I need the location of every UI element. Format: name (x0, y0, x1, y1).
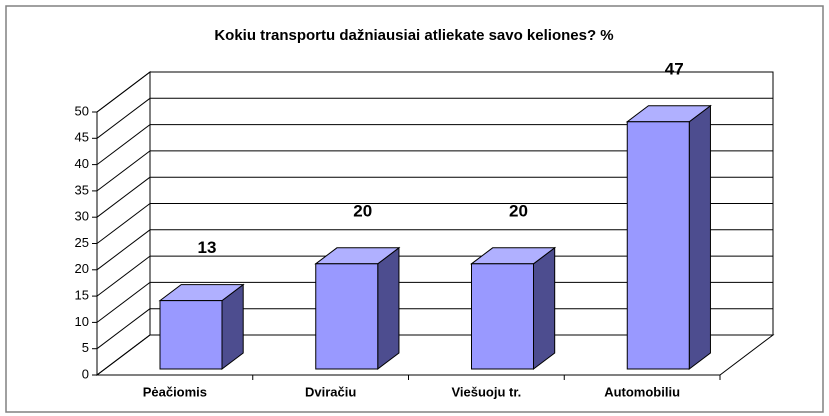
data-label: 13 (198, 238, 217, 257)
bar-side (533, 246, 556, 371)
bar-side (688, 104, 711, 371)
chart-title: Kokiu transportu dažniausiai atliekate s… (214, 27, 613, 44)
grid-line (96, 150, 151, 192)
y-tick-label: 35 (75, 182, 89, 197)
grid-line (96, 255, 151, 297)
grid-line (96, 71, 151, 113)
data-label: 47 (665, 59, 684, 78)
grid-line (96, 176, 151, 218)
y-tick-label: 5 (82, 340, 89, 355)
y-tick-label: 25 (75, 235, 89, 250)
x-tick-label: Dviračiu (305, 384, 356, 399)
data-label: 20 (509, 201, 528, 220)
data-label: 20 (353, 201, 372, 220)
grid-line (96, 124, 151, 165)
y-tick-label: 30 (75, 209, 89, 224)
bar (626, 121, 690, 370)
y-tick-label: 50 (75, 103, 89, 118)
y-tick-label: 10 (75, 314, 89, 329)
bar (471, 263, 534, 370)
grid-line (96, 308, 151, 350)
bar (315, 263, 379, 370)
grid-line (96, 282, 151, 323)
grid-line (96, 229, 151, 271)
y-tick-label: 45 (75, 130, 89, 145)
x-tick-label: Pėačiomis (143, 384, 207, 399)
y-tick-label: 20 (75, 261, 89, 276)
y-tick-label: 15 (75, 288, 89, 303)
x-tick-label: Viešuoju tr. (451, 384, 521, 399)
y-tick-label: 0 (82, 366, 89, 381)
bar (159, 300, 223, 370)
grid-line (96, 334, 151, 376)
grid-line (96, 203, 151, 244)
grid-line (96, 97, 151, 139)
x-tick-label: Automobiliu (604, 384, 680, 399)
y-tick-label: 40 (75, 156, 89, 171)
bar-side (377, 246, 400, 371)
